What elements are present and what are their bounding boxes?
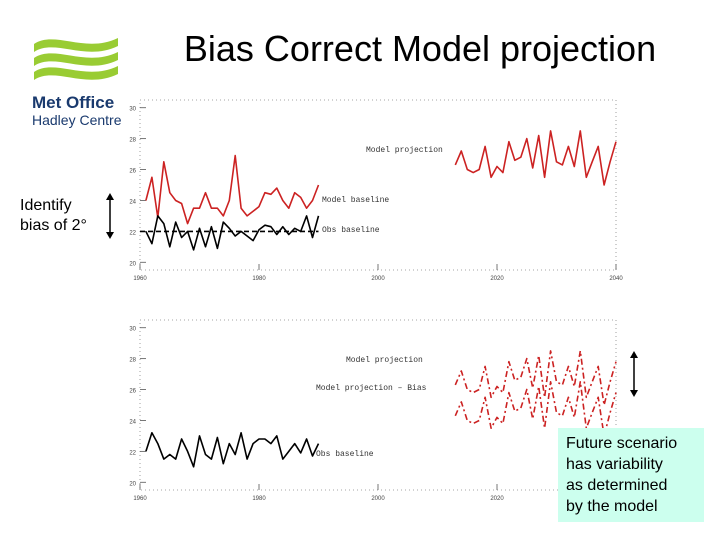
x-tick-label: 2040 bbox=[609, 276, 623, 282]
chart-annotation: Model projection bbox=[366, 146, 443, 155]
x-tick-label: 1980 bbox=[252, 496, 266, 502]
x-tick-label: 2020 bbox=[490, 276, 504, 282]
series-line-1 bbox=[454, 350, 617, 406]
x-tick-label: 1960 bbox=[133, 276, 147, 282]
top-chart: 20 22 24 26 28 30 1960 1980 2000 2020 2040 Model pr… bbox=[129, 99, 623, 282]
future-note-line4: by the model bbox=[566, 498, 658, 515]
series-line-0 bbox=[145, 154, 320, 225]
y-tick-label: 24 bbox=[129, 419, 136, 425]
y-tick-label: 28 bbox=[129, 138, 136, 144]
series-line-1 bbox=[454, 130, 617, 186]
future-note-line3: as determined bbox=[566, 477, 668, 494]
x-tick-label: 2000 bbox=[371, 496, 385, 502]
y-tick-label: 22 bbox=[129, 450, 136, 456]
future-note-line2: has variability bbox=[566, 456, 663, 473]
future-note: Future scenario has variability as deter… bbox=[558, 428, 704, 522]
logo-swoosh-icon bbox=[34, 38, 118, 80]
bias-note-line1: Identify bbox=[20, 197, 72, 214]
y-tick-label: 20 bbox=[129, 481, 136, 487]
y-tick-label: 26 bbox=[129, 389, 136, 395]
x-tick-label: 2000 bbox=[371, 276, 385, 282]
x-tick-label: 1960 bbox=[133, 496, 147, 502]
plot-frame bbox=[139, 99, 617, 271]
bias-note-line2: bias of 2° bbox=[20, 217, 87, 234]
chart-annotation: Obs baseline bbox=[316, 450, 374, 459]
met-office-logo: Met Office Hadley Centre bbox=[32, 38, 122, 128]
series-line-2 bbox=[145, 215, 320, 251]
page-title: Bias Correct Model projection bbox=[183, 28, 657, 69]
x-tick-label: 1980 bbox=[252, 276, 266, 282]
x-tick-label: 2020 bbox=[490, 496, 504, 502]
y-tick-label: 28 bbox=[129, 358, 136, 364]
y-tick-label: 26 bbox=[129, 169, 136, 175]
y-tick-label: 24 bbox=[129, 199, 136, 205]
y-tick-label: 20 bbox=[129, 261, 136, 267]
chart-annotation: Model projection – Bias bbox=[316, 384, 427, 393]
bias-arrow-right-icon bbox=[630, 351, 638, 397]
y-tick-label: 30 bbox=[129, 107, 136, 113]
y-tick-label: 22 bbox=[129, 230, 136, 236]
series-line-0 bbox=[145, 432, 320, 468]
logo-line1: Met Office bbox=[32, 93, 114, 112]
future-note-line1: Future scenario bbox=[566, 435, 678, 452]
chart-annotation: Model projection bbox=[346, 356, 423, 365]
plot-frame bbox=[139, 319, 617, 491]
logo-line2: Hadley Centre bbox=[32, 112, 122, 128]
bias-arrow-icon bbox=[106, 193, 114, 239]
chart-annotation: Model baseline bbox=[322, 196, 389, 205]
series-line-2 bbox=[454, 381, 617, 437]
chart-annotation: Obs baseline bbox=[322, 226, 380, 235]
bias-note: Identify bias of 2° bbox=[20, 196, 87, 236]
y-tick-label: 30 bbox=[129, 327, 136, 333]
